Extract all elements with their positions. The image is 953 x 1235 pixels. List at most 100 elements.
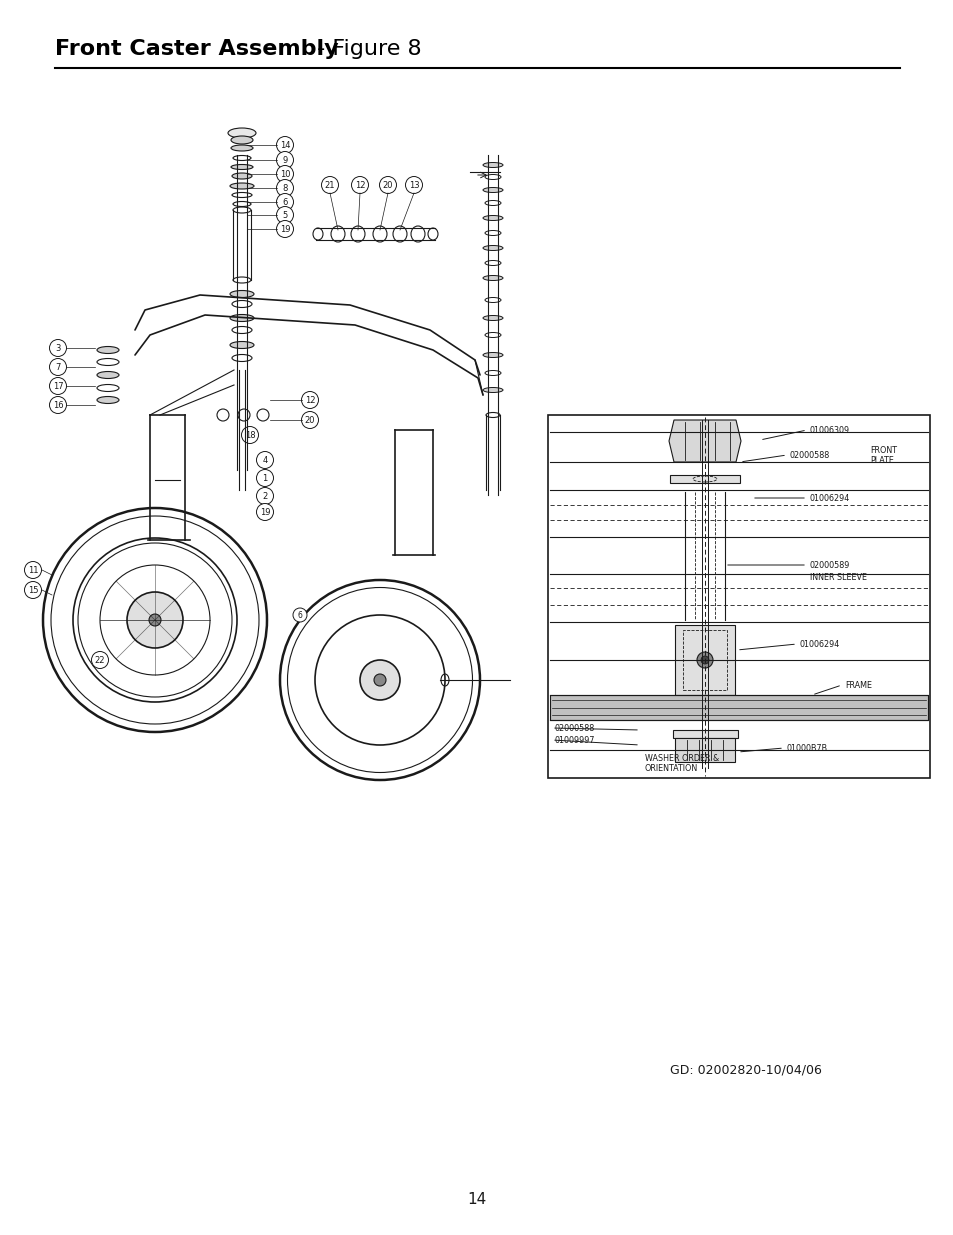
- Ellipse shape: [97, 358, 119, 366]
- Text: 01006294: 01006294: [809, 494, 849, 503]
- Ellipse shape: [484, 261, 500, 266]
- Text: 20: 20: [304, 415, 314, 425]
- Text: 14: 14: [467, 1193, 486, 1208]
- Ellipse shape: [484, 298, 500, 303]
- Text: 7: 7: [55, 363, 61, 372]
- Circle shape: [293, 608, 307, 622]
- Ellipse shape: [484, 332, 500, 337]
- Circle shape: [50, 358, 67, 375]
- Text: - Figure 8: - Figure 8: [310, 40, 421, 59]
- Ellipse shape: [231, 144, 253, 151]
- Circle shape: [276, 179, 294, 196]
- Text: 17: 17: [52, 382, 63, 390]
- Text: 3: 3: [55, 343, 61, 352]
- Ellipse shape: [232, 300, 252, 308]
- Text: 19: 19: [279, 225, 290, 233]
- Bar: [547, 415, 929, 778]
- Ellipse shape: [149, 614, 161, 626]
- Text: 11: 11: [28, 566, 38, 574]
- Ellipse shape: [231, 136, 253, 144]
- Bar: [550, 695, 927, 720]
- Bar: [672, 730, 738, 739]
- Text: 21: 21: [324, 180, 335, 189]
- Ellipse shape: [230, 342, 253, 348]
- Ellipse shape: [484, 174, 500, 179]
- Bar: [675, 625, 734, 695]
- Circle shape: [301, 391, 318, 409]
- Ellipse shape: [232, 193, 252, 198]
- Ellipse shape: [232, 326, 252, 333]
- Ellipse shape: [231, 164, 253, 169]
- Ellipse shape: [232, 173, 252, 179]
- Circle shape: [25, 562, 42, 578]
- Circle shape: [276, 152, 294, 168]
- Circle shape: [25, 582, 42, 599]
- Text: 4: 4: [262, 456, 268, 464]
- Circle shape: [276, 206, 294, 224]
- Ellipse shape: [228, 128, 255, 138]
- Circle shape: [50, 340, 67, 357]
- Circle shape: [256, 488, 274, 505]
- Circle shape: [241, 426, 258, 443]
- Ellipse shape: [97, 396, 119, 404]
- Bar: [682, 630, 726, 690]
- Text: 01000B7B: 01000B7B: [786, 743, 827, 752]
- Text: Front Caster Assembly: Front Caster Assembly: [55, 40, 338, 59]
- Text: 16: 16: [52, 400, 63, 410]
- Text: 12: 12: [355, 180, 365, 189]
- Ellipse shape: [97, 347, 119, 353]
- Text: 01009997: 01009997: [555, 736, 595, 745]
- Circle shape: [276, 165, 294, 183]
- Ellipse shape: [97, 384, 119, 391]
- Circle shape: [50, 396, 67, 414]
- Text: 9: 9: [282, 156, 287, 164]
- Ellipse shape: [482, 163, 502, 168]
- Circle shape: [301, 411, 318, 429]
- Text: 13: 13: [408, 180, 419, 189]
- Ellipse shape: [359, 659, 399, 700]
- Ellipse shape: [482, 188, 502, 193]
- Bar: [675, 739, 734, 762]
- Text: 01006309: 01006309: [809, 426, 849, 435]
- Text: 02000589: 02000589: [809, 561, 849, 569]
- Bar: [669, 475, 740, 483]
- Circle shape: [256, 504, 274, 520]
- Ellipse shape: [232, 354, 252, 362]
- Text: 18: 18: [244, 431, 255, 440]
- Circle shape: [700, 656, 708, 664]
- Text: FRAME: FRAME: [844, 680, 871, 689]
- Ellipse shape: [127, 592, 183, 648]
- Text: INNER SLEEVE: INNER SLEEVE: [809, 573, 866, 582]
- Circle shape: [379, 177, 396, 194]
- Text: 5: 5: [282, 210, 287, 220]
- Text: 22: 22: [94, 656, 105, 664]
- Ellipse shape: [482, 315, 502, 321]
- Text: 12: 12: [304, 395, 314, 405]
- Ellipse shape: [230, 290, 253, 298]
- Text: 02000588: 02000588: [789, 451, 829, 459]
- Text: 14: 14: [279, 141, 290, 149]
- Text: WASHER ORDER &: WASHER ORDER &: [644, 753, 719, 762]
- Circle shape: [50, 378, 67, 394]
- Ellipse shape: [484, 200, 500, 205]
- Polygon shape: [668, 420, 740, 462]
- Text: 10: 10: [279, 169, 290, 179]
- Circle shape: [351, 177, 368, 194]
- Ellipse shape: [482, 246, 502, 251]
- Text: FRONT: FRONT: [869, 446, 896, 454]
- Circle shape: [697, 652, 712, 668]
- Text: 19: 19: [259, 508, 270, 516]
- Text: 01006294: 01006294: [800, 640, 840, 648]
- Circle shape: [321, 177, 338, 194]
- Text: 1: 1: [262, 473, 268, 483]
- Ellipse shape: [233, 156, 251, 161]
- Circle shape: [91, 652, 109, 668]
- Ellipse shape: [97, 372, 119, 378]
- Ellipse shape: [484, 231, 500, 236]
- Circle shape: [276, 137, 294, 153]
- Text: 8: 8: [282, 184, 288, 193]
- Ellipse shape: [482, 388, 502, 393]
- Text: GD: 02002820-10/04/06: GD: 02002820-10/04/06: [669, 1063, 821, 1077]
- Text: 2: 2: [262, 492, 268, 500]
- Ellipse shape: [482, 275, 502, 280]
